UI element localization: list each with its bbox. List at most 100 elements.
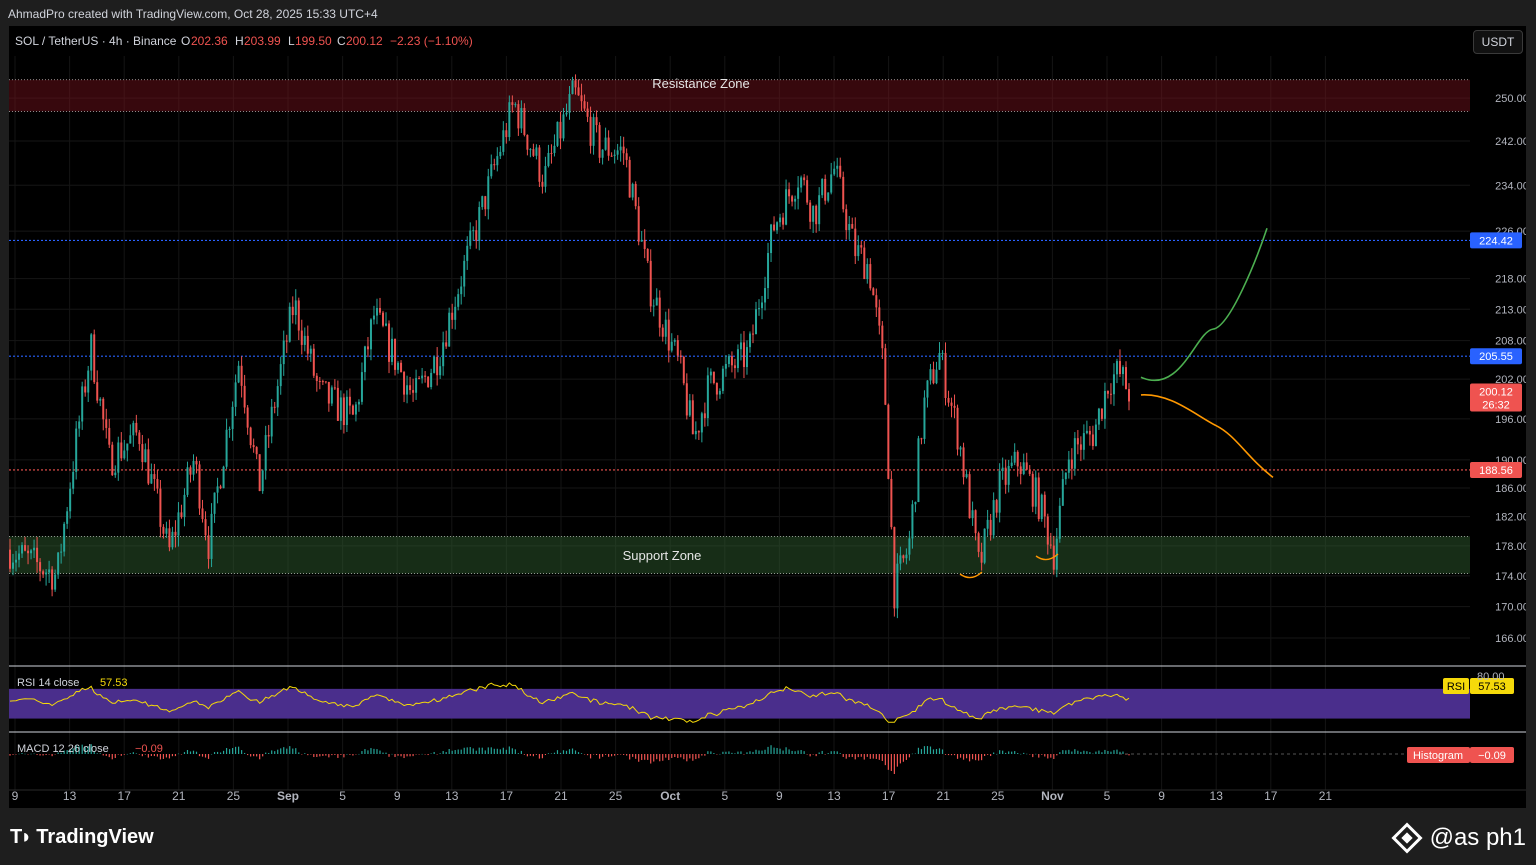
- currency-button[interactable]: USDT: [1473, 30, 1523, 54]
- candle-up: [767, 253, 770, 289]
- macd-histogram-bar: [1122, 751, 1124, 754]
- price-chart-svg[interactable]: RSI 57.53 Histogram −0.09 250.00 242.00 234.…: [9, 26, 1526, 808]
- candle-down: [84, 386, 87, 393]
- macd-histogram-bar: [442, 751, 444, 754]
- legend-low-label: L: [288, 34, 295, 48]
- x-tick-label: 25: [609, 789, 623, 803]
- tradingview-logo[interactable]: T◗ TradingView: [10, 826, 154, 849]
- candle-down: [427, 376, 430, 388]
- legend-change: −2.23 (−1.10%): [390, 34, 473, 48]
- macd-histogram-bar: [129, 753, 131, 754]
- candle-down: [120, 442, 123, 459]
- candle-up: [225, 429, 228, 467]
- x-tick-label: 5: [721, 789, 728, 803]
- candle-down: [806, 180, 809, 203]
- macd-histogram-bar: [1053, 754, 1055, 759]
- x-tick-label: 5: [1104, 789, 1111, 803]
- candle-up: [709, 371, 712, 376]
- macd-histogram-bar: [674, 754, 676, 758]
- macd-histogram-bar: [325, 754, 327, 756]
- candle-down: [839, 165, 842, 177]
- macd-histogram-bar: [1116, 749, 1118, 754]
- macd-histogram-bar: [638, 754, 640, 762]
- candle-down: [255, 447, 258, 455]
- price-tag-label: 188.56: [1479, 465, 1513, 477]
- candle-down: [445, 342, 448, 347]
- candle-down: [875, 295, 878, 308]
- candle-up: [1115, 361, 1118, 375]
- macd-histogram-bar: [12, 754, 14, 755]
- candle-down: [1043, 494, 1046, 517]
- macd-histogram-bar: [445, 752, 447, 754]
- candle-up: [430, 372, 433, 388]
- candle-up: [857, 245, 860, 257]
- macd-histogram-bar: [523, 754, 525, 755]
- macd-histogram-bar: [186, 749, 189, 754]
- macd-histogram-bar: [788, 749, 790, 754]
- macd-histogram-bar: [373, 748, 375, 754]
- macd-histogram-bar: [884, 754, 886, 766]
- candle-down: [863, 247, 866, 280]
- macd-histogram-bar: [244, 752, 246, 754]
- legend-close-value: 200.12: [346, 34, 383, 48]
- chart-frame[interactable]: RSI 57.53 Histogram −0.09 250.00 242.00 234.…: [9, 26, 1526, 808]
- macd-histogram-bar: [1110, 751, 1112, 754]
- x-tick-label: 21: [937, 789, 951, 803]
- candle-up: [640, 239, 643, 242]
- macd-histogram-bar: [905, 754, 908, 760]
- macd-histogram-bar: [559, 752, 562, 754]
- macd-histogram-bar: [791, 750, 793, 754]
- support-zone: [9, 536, 1470, 574]
- candle-down: [824, 178, 827, 201]
- macd-histogram-bar: [650, 754, 652, 764]
- swing-low-marker: [1035, 553, 1059, 561]
- macd-histogram-bar: [517, 753, 519, 754]
- candle-up: [1094, 424, 1097, 447]
- macd-histogram-bar: [755, 749, 757, 754]
- macd-histogram-bar: [785, 747, 787, 754]
- candle-up: [150, 474, 153, 484]
- x-tick-label: Oct: [660, 789, 680, 803]
- macd-histogram-bar: [598, 754, 601, 759]
- candle-down: [102, 398, 105, 420]
- macd-histogram-bar: [310, 754, 312, 755]
- x-tick-label: 17: [1264, 789, 1278, 803]
- macd-histogram-bar: [878, 754, 880, 760]
- legend-high-label: H: [235, 34, 244, 48]
- macd-histogram-bar: [987, 754, 989, 755]
- candle-up: [670, 341, 673, 351]
- candle-up: [1061, 479, 1064, 506]
- candle-down: [195, 460, 198, 465]
- support-zone-label: Support Zone: [623, 548, 702, 563]
- candle-up: [90, 334, 93, 371]
- macd-histogram-bar: [794, 751, 796, 754]
- candle-up: [941, 352, 944, 354]
- candle-down: [219, 486, 222, 489]
- macd-histogram-bar: [580, 753, 583, 754]
- candle-up: [1058, 505, 1061, 539]
- macd-histogram-bar: [451, 750, 453, 754]
- macd-histogram-bar: [635, 754, 637, 759]
- candle-down: [291, 306, 294, 316]
- candle-up: [971, 510, 974, 519]
- macd-histogram-bar: [256, 754, 258, 757]
- candle-up: [706, 375, 709, 419]
- macd-histogram-bar: [965, 754, 968, 759]
- x-tick-label: 17: [882, 789, 896, 803]
- macd-histogram-bar: [69, 748, 71, 754]
- macd-histogram-bar: [583, 754, 586, 755]
- x-tick-label: 9: [394, 789, 401, 803]
- candle-down: [258, 454, 261, 492]
- candle-down: [517, 104, 520, 129]
- macd-histogram-bar: [716, 754, 718, 755]
- candle-down: [388, 323, 391, 362]
- macd-histogram-bar: [719, 753, 721, 755]
- candle-up: [544, 166, 547, 187]
- candle-up: [186, 467, 189, 495]
- resistance-zone: [9, 79, 1470, 112]
- candle-up: [748, 333, 751, 348]
- candle-up: [496, 156, 499, 166]
- macd-histogram-bar: [704, 754, 706, 756]
- macd-histogram-bar: [809, 754, 811, 757]
- macd-histogram-bar: [54, 754, 56, 755]
